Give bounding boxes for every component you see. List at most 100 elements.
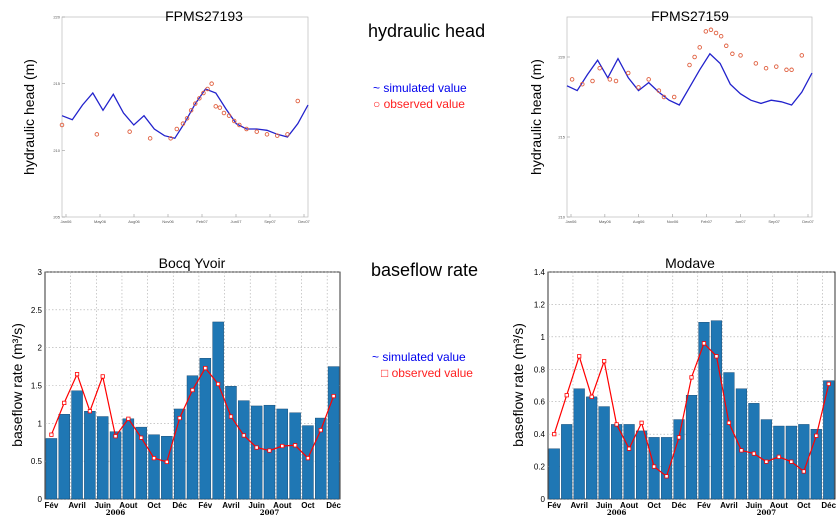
observed-point (226, 113, 232, 118)
y-tick-label: 0.5 (31, 457, 43, 466)
bar (302, 425, 314, 500)
observed-point (589, 394, 594, 399)
observed-point (94, 132, 100, 137)
observed-point (676, 435, 682, 440)
y-tick-label: 0.6 (534, 398, 546, 407)
legend-observed-head: ○ observed value (373, 97, 465, 111)
y-axis-label: baseflow rate (m³/s) (9, 323, 25, 447)
observed-point (784, 67, 789, 73)
x-tick-label: May06 (599, 219, 612, 224)
bar (212, 321, 224, 500)
y-tick-label: 0.8 (534, 365, 546, 374)
y-axis-label: hydraulic head (m) (21, 59, 37, 175)
bar (810, 429, 822, 500)
observed-point (697, 45, 702, 50)
y-tick-label: 0 (541, 495, 546, 504)
observed-point (318, 428, 323, 433)
x-tick-label: Aout (119, 501, 138, 510)
observed-point (789, 67, 794, 73)
observed-point (267, 448, 272, 453)
x-tick-label: Feb07 (701, 219, 713, 224)
observed-point (664, 474, 669, 479)
chart-marks: 0 0.5 1 1.5 2 2.5 3 Fév Avril Juin Aout Oct Déc Fév Av… (31, 268, 342, 517)
observed-point (305, 456, 311, 461)
observed-point (671, 94, 677, 100)
bar (148, 434, 160, 500)
x-tick-label: Déc (172, 501, 187, 510)
bar (548, 448, 560, 500)
observed-point (714, 354, 719, 359)
observed-point (724, 43, 729, 49)
x-tick-label: Oct (797, 501, 811, 510)
observed-point (231, 118, 237, 124)
observed-point (147, 136, 153, 141)
observed-point (607, 77, 613, 82)
chart-title: FPMS27159 (651, 8, 729, 24)
x-tick-label: Aout (620, 501, 639, 510)
observed-point (188, 108, 194, 113)
observed-point (244, 126, 249, 132)
observed-point (552, 432, 557, 437)
observed-point (738, 53, 743, 58)
bar (58, 414, 70, 500)
observed-point (49, 432, 54, 437)
observed-point (295, 98, 301, 104)
bar (723, 372, 735, 500)
observed-point (826, 381, 831, 386)
x-tick-label: Dec07 (298, 219, 310, 224)
year-label: 2007 (260, 508, 280, 517)
observed-point (164, 459, 169, 465)
observed-point (59, 122, 65, 128)
observed-point (216, 381, 221, 387)
observed-point (197, 96, 202, 101)
observed-point (177, 415, 182, 421)
observed-point (213, 104, 218, 109)
x-tick-label: Jan06 (566, 219, 578, 224)
bar (71, 390, 83, 500)
observed-point (205, 86, 210, 92)
bar (698, 322, 710, 500)
observed-point (241, 433, 246, 438)
observed-point (580, 81, 585, 87)
x-tick-label: Dec07 (802, 219, 814, 224)
x-tick-label: Sep07 (264, 219, 276, 224)
observed-point (237, 122, 242, 128)
observed-point (217, 105, 223, 110)
x-tick-label: Nov06 (667, 219, 679, 224)
x-tick-label: Avril (720, 501, 738, 510)
bar (161, 435, 173, 500)
y-axis-label: baseflow rate (m³/s) (510, 323, 526, 447)
bar (611, 424, 623, 500)
y-tick-label: 2.5 (31, 306, 43, 315)
bar (710, 320, 723, 500)
observed-point (192, 101, 198, 106)
x-tick-label: Jun07 (735, 219, 747, 224)
observed-point (228, 414, 234, 419)
observed-point (753, 61, 759, 66)
observed-point (701, 341, 707, 346)
bar (199, 358, 212, 500)
y-tick-label: 215 (558, 135, 565, 140)
x-tick-label: Fév (45, 501, 59, 510)
observed-point (613, 78, 619, 84)
chart-title: Bocq Yvoir (159, 255, 226, 271)
observed-point (184, 116, 190, 121)
chart-title: Modave (665, 255, 715, 271)
observed-point (139, 435, 144, 440)
y-tick-label: 210 (558, 215, 565, 220)
observed-point (687, 62, 692, 68)
x-tick-label: Aug06 (128, 219, 140, 224)
bar (586, 396, 598, 500)
observed-point (656, 88, 662, 93)
plot-area (61, 16, 309, 218)
observed-point (280, 443, 285, 449)
head-chart-fpms27193: FPMS27193 hydraulic head (m) 205 210 215 22… (21, 8, 311, 224)
observed-point (174, 126, 180, 132)
year-label: 2006 (607, 508, 627, 517)
observed-point (627, 446, 632, 451)
observed-point (661, 94, 667, 100)
legend-observed-flow: □ observed value (381, 366, 473, 380)
observed-point (254, 445, 259, 450)
baseflow-chart-bocq-yvoir: Bocq Yvoir baseflow rate (m³/s) 0 0.5 1 1.5… (9, 255, 341, 517)
